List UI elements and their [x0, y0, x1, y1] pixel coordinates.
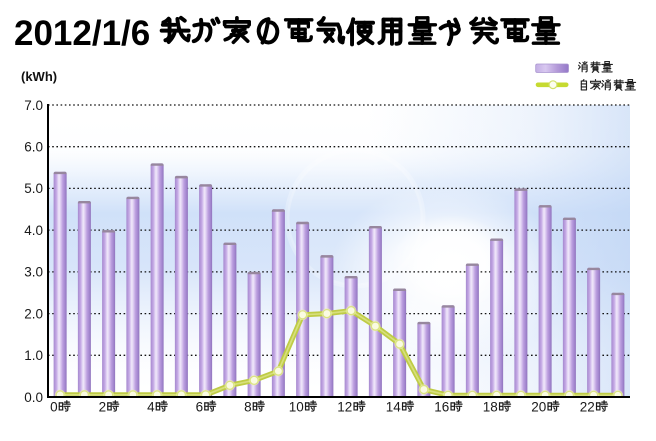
svg-text:8: 8: [244, 400, 252, 415]
svg-text:22: 22: [580, 400, 595, 415]
svg-text:0.0: 0.0: [24, 390, 43, 405]
svg-text:(kWh): (kWh): [21, 69, 57, 84]
svg-text:4.0: 4.0: [24, 223, 43, 238]
svg-text:5.0: 5.0: [24, 181, 43, 196]
svg-text:6: 6: [196, 400, 204, 415]
svg-text:18: 18: [483, 400, 498, 415]
svg-text:20: 20: [531, 400, 546, 415]
svg-text:0: 0: [50, 400, 58, 415]
svg-text:2012/1/6: 2012/1/6: [14, 14, 150, 53]
svg-text:10: 10: [289, 400, 304, 415]
svg-text:6.0: 6.0: [24, 140, 43, 155]
svg-text:14: 14: [386, 400, 402, 415]
svg-text:12: 12: [337, 400, 352, 415]
svg-text:2.0: 2.0: [24, 306, 43, 321]
svg-text:7.0: 7.0: [24, 98, 43, 113]
svg-text:2: 2: [99, 400, 107, 415]
svg-text:1.0: 1.0: [24, 348, 43, 363]
svg-text:4: 4: [147, 400, 155, 415]
svg-text:16: 16: [434, 400, 449, 415]
svg-text:3.0: 3.0: [24, 265, 43, 280]
